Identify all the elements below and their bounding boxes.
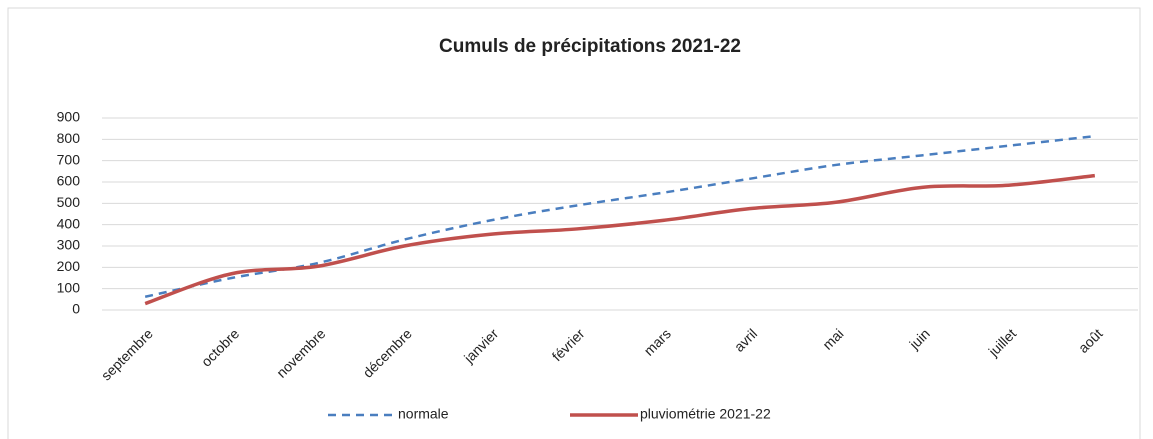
y-tick-label: 200 bbox=[57, 258, 81, 274]
y-tick-label: 900 bbox=[57, 109, 81, 125]
legend-label: pluviométrie 2021-22 bbox=[640, 406, 771, 422]
y-tick-label: 600 bbox=[57, 173, 81, 189]
y-tick-label: 300 bbox=[57, 237, 81, 253]
line-series bbox=[144, 173, 1096, 306]
y-tick-label: 400 bbox=[57, 215, 81, 231]
y-tick-label: 700 bbox=[57, 151, 81, 167]
y-tick-label: 800 bbox=[57, 130, 81, 146]
y-tick-label: 500 bbox=[57, 194, 81, 210]
chart-frame bbox=[7, 7, 1141, 439]
y-tick-label: 0 bbox=[72, 301, 80, 317]
y-tick-label: 100 bbox=[57, 279, 81, 295]
line-series bbox=[144, 134, 1095, 298]
chart-title: Cumuls de précipitations 2021-22 bbox=[439, 36, 741, 57]
legend-label: normale bbox=[398, 406, 449, 422]
